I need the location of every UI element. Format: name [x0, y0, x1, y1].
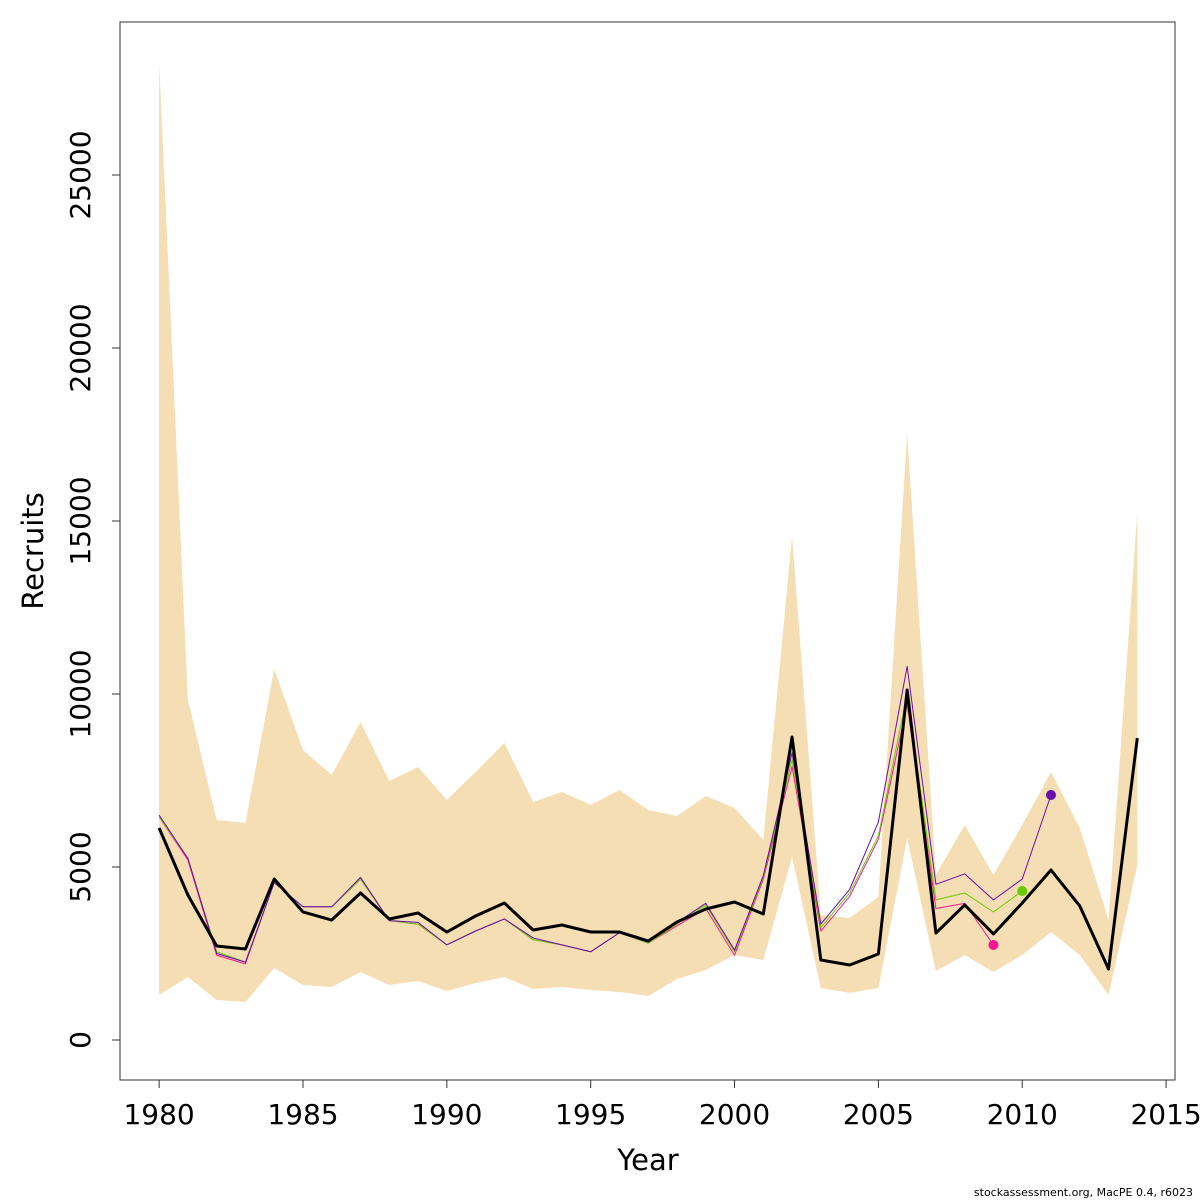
series-line: [158, 665, 1052, 963]
y-tick-label: 5000: [64, 831, 97, 902]
series-line: [157, 688, 1139, 971]
x-axis-label: Year: [616, 1143, 678, 1177]
x-tick-label: 1995: [555, 1098, 626, 1131]
y-tick-label: 0: [64, 1031, 97, 1049]
confidence-band: [159, 61, 1138, 1003]
end-point: [1046, 789, 1057, 800]
y-tick-label: 15000: [64, 476, 97, 565]
end-point: [1017, 886, 1028, 897]
x-tick-label: 1985: [267, 1098, 338, 1131]
y-tick-label: 10000: [64, 649, 97, 738]
end-point: [988, 939, 999, 950]
x-tick-label: 2005: [843, 1098, 914, 1131]
x-tick-label: 1980: [123, 1098, 194, 1131]
x-tick-label: 1990: [411, 1098, 482, 1131]
y-tick-label: 20000: [64, 303, 97, 392]
x-tick-label: 2000: [699, 1098, 770, 1131]
x-tick-label: 2015: [1130, 1098, 1200, 1131]
y-tick-label: 25000: [64, 130, 97, 219]
y-axis-label: Recruits: [16, 492, 50, 609]
footer: stockassessment.org, MacPE 0.4, r6023: [974, 1186, 1193, 1199]
x-tick-label: 2010: [987, 1098, 1058, 1131]
